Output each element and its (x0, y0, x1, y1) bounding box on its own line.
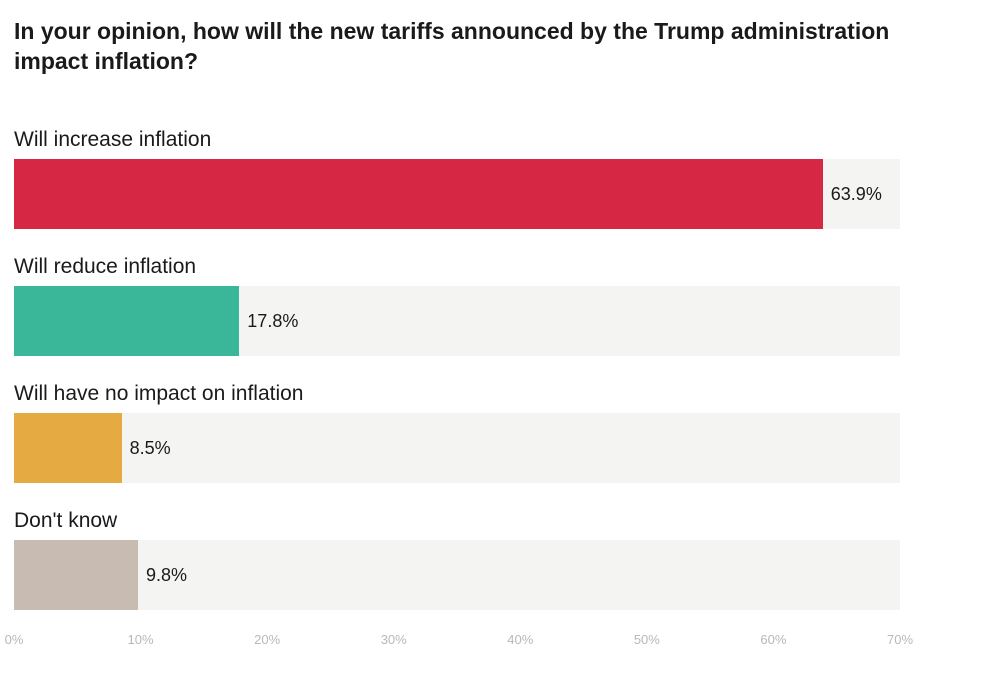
bar-track: 17.8% (14, 286, 900, 356)
x-tick-label: 50% (633, 632, 660, 647)
x-tick-label: 40% (507, 632, 534, 647)
bar-value-label: 63.9% (830, 184, 882, 204)
bar (14, 286, 240, 356)
x-tick-label: 20% (254, 632, 281, 647)
bar (14, 540, 139, 610)
x-tick-label: 60% (760, 632, 787, 647)
bar-category-label: Will have no impact on inflation (14, 382, 304, 405)
bar-category-label: Don't know (14, 509, 118, 532)
chart-title: In your opinion, how will the new tariff… (14, 18, 890, 74)
bar-category-label: Will increase inflation (14, 128, 212, 151)
x-tick-label: 10% (127, 632, 154, 647)
bar-value-label: 17.8% (247, 311, 299, 331)
bar-track: 9.8% (14, 540, 900, 610)
bar-track: 63.9% (14, 159, 900, 229)
x-tick-label: 0% (4, 632, 24, 647)
bar (14, 413, 122, 483)
bar (14, 159, 823, 229)
x-tick-label: 70% (886, 632, 914, 647)
bar-value-label: 9.8% (146, 565, 188, 585)
bar-category-label: Will reduce inflation (14, 255, 197, 278)
x-tick-label: 30% (380, 632, 407, 647)
bar-value-label: 8.5% (129, 438, 171, 458)
x-axis: 0% 10% 20% 30% 40% 50% 60% 70% (5, 610, 913, 647)
bar-track: 8.5% (14, 413, 900, 483)
